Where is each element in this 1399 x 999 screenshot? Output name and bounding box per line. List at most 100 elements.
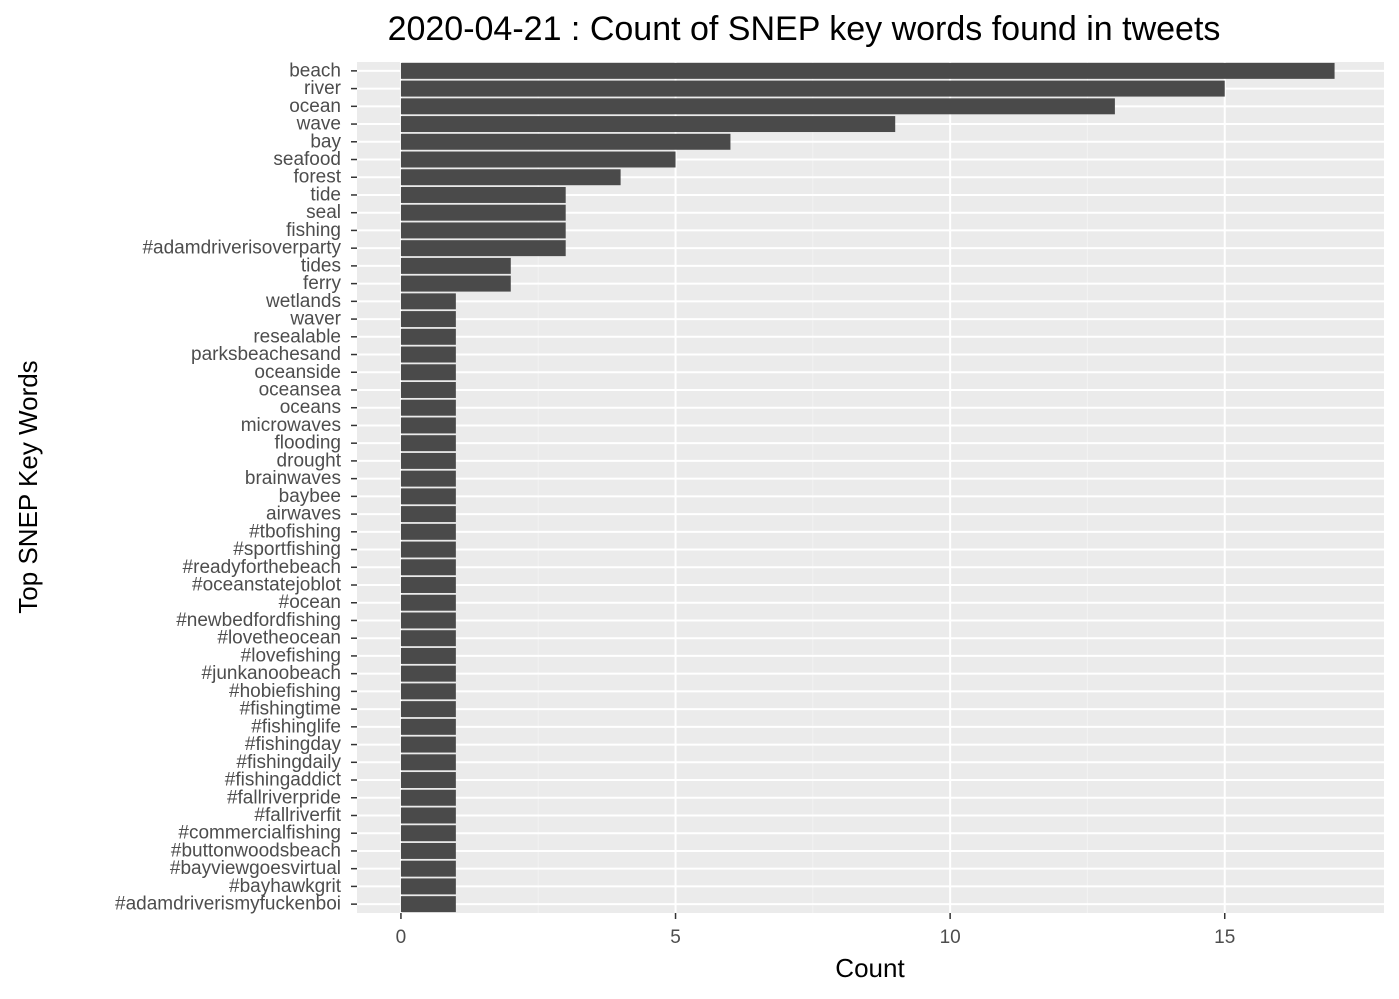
x-tick-label: 15 [1214,927,1235,948]
bar [400,647,456,664]
bar [400,559,456,576]
bar [400,488,456,505]
y-tick-label: seal [306,202,341,223]
bar [400,807,456,824]
y-tick-label: oceans [280,397,341,418]
y-tick-label: ferry [303,273,342,294]
y-tick-label: #bayviewgoesvirtual [170,858,341,879]
bar [400,470,456,487]
chart-title: 2020-04-21 : Count of SNEP key words fou… [388,10,1221,48]
y-tick-label: #fishingday [245,734,342,755]
bar [400,754,456,771]
y-tick-label: #tbofishing [249,521,341,542]
bar [400,506,456,523]
y-tick-label: #commercialfishing [178,823,341,844]
y-tick-label: #adamdriverisoverparty [142,238,341,259]
y-tick-label: #readyforthebeach [183,557,341,578]
bar [400,293,456,310]
y-axis: beachriveroceanwavebayseafoodforesttides… [115,60,357,915]
y-tick-label: beach [289,60,341,81]
bar [400,860,456,877]
y-tick-label: #fishingdaily [236,752,341,773]
y-tick-label: brainwaves [245,468,341,489]
x-axis-title: Count [835,953,905,983]
bar [400,275,511,292]
y-tick-label: wave [296,114,341,135]
plot-panel [357,62,1384,913]
y-tick-label: flooding [274,433,341,454]
bar [400,382,456,398]
y-tick-label: #fallriverfit [254,805,341,826]
x-axis: 0 5 10 15 [396,913,1235,948]
y-tick-label: tide [310,184,341,205]
y-tick-label: #hobiefishing [229,681,341,702]
y-tick-label: baybee [279,486,341,507]
bar [400,311,456,328]
bar [400,98,1115,115]
y-tick-label: waver [289,309,341,330]
bar [400,878,456,895]
bar [400,523,456,540]
y-tick-label: fishing [286,220,341,241]
y-tick-label: drought [277,450,342,471]
bar [400,683,456,700]
bar [400,577,456,593]
bar [400,62,1335,79]
bar [400,665,456,682]
bar [400,116,896,133]
bar [400,772,456,789]
bar [400,630,456,647]
y-tick-label: microwaves [241,415,341,436]
bar [400,718,456,735]
bar [400,169,621,186]
y-tick-label: #junkanoobeach [202,663,341,684]
y-tick-label: #ocean [279,592,341,613]
y-tick-label: #sportfishing [233,539,341,560]
y-tick-label: #newbedfordfishing [176,610,341,631]
bar [400,328,456,345]
x-tick-label: 5 [670,927,681,948]
bar [400,452,456,469]
y-tick-label: oceansea [259,379,342,400]
bar [400,80,1225,97]
bar [400,151,676,168]
bar [400,612,456,629]
y-tick-label: wetlands [265,291,341,312]
bar [400,222,566,239]
bar [400,240,566,257]
y-axis-title: Top SNEP Key Words [13,360,43,613]
bar [400,204,566,221]
y-tick-label: ocean [289,96,341,117]
y-tick-label: #fishingaddict [225,770,342,791]
bar [400,701,456,718]
x-tick-label: 10 [940,927,961,948]
y-tick-label: #bayhawkgrit [229,876,342,897]
bar [400,346,456,363]
y-tick-label: tides [301,255,341,276]
bar [400,435,456,452]
bar [400,417,456,434]
y-tick-label: #lovetheocean [217,628,341,649]
y-tick-label: #adamdriverismyfuckenboi [115,894,341,915]
y-tick-label: oceanside [254,362,341,383]
y-tick-label: #buttonwoodsbeach [171,840,341,861]
bar [400,896,456,913]
bar [400,186,566,203]
y-tick-label: parksbeachesand [191,344,341,365]
bar [400,594,456,611]
bar [400,541,456,558]
bars [400,62,1335,913]
y-tick-label: bay [310,131,341,152]
y-tick-label: #fishingtime [240,699,341,720]
y-tick-label: river [304,78,342,99]
bar [400,825,456,842]
x-tick-label: 0 [396,927,407,948]
bar [400,399,456,416]
y-tick-label: #lovefishing [241,645,341,666]
y-tick-label: resealable [253,326,341,347]
y-tick-label: seafood [273,149,341,170]
y-tick-label: airwaves [266,504,341,525]
y-tick-label: forest [293,167,341,188]
bar [400,789,456,806]
